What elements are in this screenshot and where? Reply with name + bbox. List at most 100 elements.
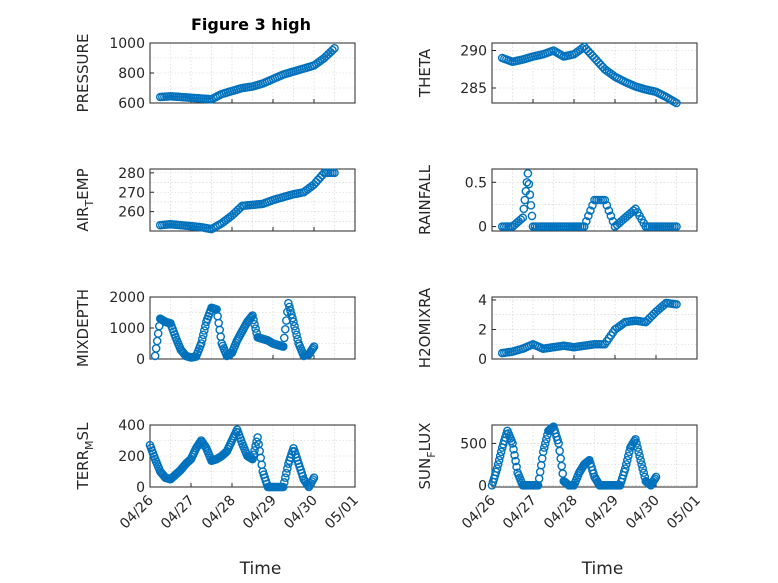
data-point <box>537 454 547 463</box>
data-point <box>523 169 533 178</box>
data-point <box>253 433 262 442</box>
data-point <box>582 216 591 226</box>
y-tick-label: 0 <box>136 352 145 368</box>
data-point <box>278 342 288 351</box>
data-point <box>492 464 502 473</box>
data-point <box>278 482 288 492</box>
data-point <box>525 190 535 199</box>
data-point <box>508 439 517 448</box>
data-point <box>510 450 519 460</box>
data-point <box>526 201 536 210</box>
data-point <box>672 222 681 231</box>
data-point <box>637 460 646 469</box>
data-point <box>248 311 257 320</box>
data-point <box>600 195 610 205</box>
y-tick-label: 0 <box>478 352 487 368</box>
chart-panel-h2omixra: 0 2 4 H2OMIXRA <box>416 287 698 368</box>
data-point <box>632 439 641 448</box>
y-axis-label: RAINFALL <box>416 164 434 235</box>
data-point <box>538 447 548 457</box>
y-tick-label: 2000 <box>109 290 145 306</box>
data-point <box>282 468 291 478</box>
chart-panel-air-temp: 260 270 280 AIRTEMP <box>74 166 356 234</box>
data-point <box>196 339 206 348</box>
data-point <box>512 462 521 472</box>
data-point <box>524 179 534 189</box>
data-point <box>541 439 550 448</box>
y-tick-label: 0 <box>136 480 145 496</box>
data-point <box>557 461 567 471</box>
data-point <box>285 302 294 312</box>
data-point <box>629 206 638 215</box>
series-markers <box>497 298 681 358</box>
data-point <box>308 343 318 353</box>
data-point <box>634 447 643 457</box>
data-point <box>279 478 289 487</box>
y-tick-label: 400 <box>118 418 145 434</box>
chart-panel-pressure: 600 800 1000 PRESSURE <box>74 34 356 113</box>
data-point <box>588 201 597 210</box>
y-axis-label: PRESSURE <box>74 34 92 113</box>
data-point <box>256 453 266 463</box>
data-point <box>283 464 292 473</box>
y-tick-label: 500 <box>460 436 487 452</box>
series-markers <box>155 43 339 104</box>
data-point <box>215 325 224 335</box>
data-point <box>511 456 520 466</box>
data-point <box>495 451 505 461</box>
x-tick-label: 04/29 <box>582 493 622 533</box>
axes-frame <box>491 42 698 104</box>
y-tick-label: 280 <box>118 166 145 182</box>
series-markers <box>150 298 319 362</box>
data-point <box>584 211 593 221</box>
chart-panel-terr-msl: 0 200 400 04/26 04/27 04/28 04/29 04/30 05/01 TER… <box>74 418 362 579</box>
chart-panel-theta: 285 290 THETA <box>416 42 698 108</box>
y-tick-label: 260 <box>118 205 145 221</box>
data-point <box>631 434 640 444</box>
data-point <box>527 211 537 221</box>
data-point <box>606 211 616 221</box>
data-point <box>328 45 337 55</box>
data-point <box>213 311 222 321</box>
data-point <box>620 464 630 473</box>
axes-frame <box>149 42 356 104</box>
data-point <box>216 332 226 341</box>
data-point <box>542 434 551 444</box>
x-tick-label: 05/01 <box>322 493 362 533</box>
y-axis-label: TERRMSL <box>74 422 96 491</box>
data-point <box>555 446 564 456</box>
data-point <box>496 447 506 457</box>
y-tick-label: 2 <box>478 322 487 338</box>
y-axis-label: AIRTEMP <box>74 168 96 231</box>
x-tick-label: 04/26 <box>117 492 157 532</box>
y-tick-label: 600 <box>118 96 145 112</box>
data-point <box>651 472 661 482</box>
data-point <box>309 473 319 483</box>
data-point <box>288 313 297 323</box>
data-point <box>639 468 649 478</box>
y-tick-label: 800 <box>118 66 145 82</box>
data-point <box>153 329 163 338</box>
y-tick-label: 1000 <box>109 321 145 337</box>
data-point <box>516 215 526 224</box>
data-point <box>287 310 296 319</box>
x-axis-label: Time <box>239 559 282 579</box>
data-point <box>509 444 518 454</box>
data-point <box>292 330 301 340</box>
y-tick-label: 0 <box>478 220 487 236</box>
y-tick-label: 4 <box>478 293 487 309</box>
data-point <box>621 460 631 469</box>
data-point <box>633 443 642 452</box>
x-tick-label: 04/28 <box>541 493 581 533</box>
data-point <box>672 300 681 309</box>
data-point <box>249 450 258 460</box>
x-tick-label: 04/27 <box>500 493 540 533</box>
data-point <box>150 351 160 361</box>
x-tick-label: 04/26 <box>459 492 499 532</box>
data-point <box>251 324 260 333</box>
data-point <box>623 455 632 465</box>
axes-frame <box>491 296 698 360</box>
data-point <box>280 473 290 483</box>
grid <box>491 169 698 231</box>
